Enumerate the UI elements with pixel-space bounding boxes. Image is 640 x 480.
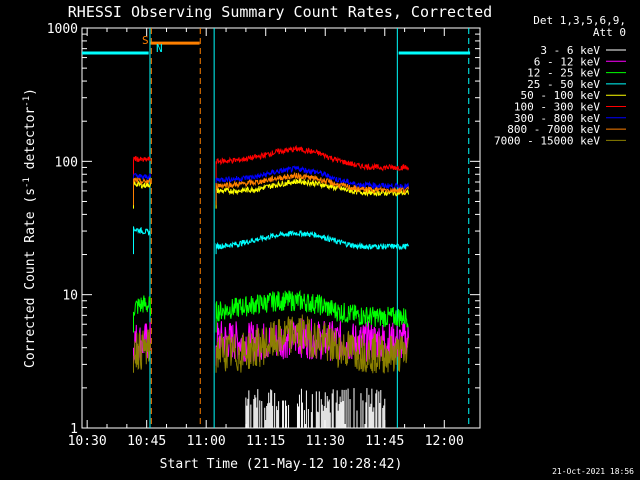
timestamp: 21-Oct-2021 18:56: [552, 467, 634, 476]
legend-label: 3 - 6 keV: [540, 44, 600, 57]
series-line-300-800-kev: [133, 172, 152, 201]
legend-header-line-2: Att 0: [593, 26, 626, 39]
y-axis-label: Corrected Count Rate (s-1 detector-1): [22, 88, 38, 368]
y-tick-label: 1: [70, 422, 78, 437]
chart-title: RHESSI Observing Summary Count Rates, Co…: [68, 3, 492, 21]
series-line-100-300-kev: [215, 144, 409, 184]
flag-label-night: N: [156, 42, 163, 55]
x-tick-label: 10:45: [127, 434, 166, 449]
axis-layer: 10:30 10:45 11:00 11:15 11:30 11:45 12:00 1 10 10…: [47, 22, 480, 449]
series-line-50-100-kev: [133, 180, 152, 209]
series-line-50-100-kev: [215, 177, 409, 209]
y-tick-label: 100: [55, 155, 78, 170]
legend-label: 300 - 800 keV: [514, 112, 600, 125]
series-line-25-50-kev: [215, 230, 409, 255]
x-axis-label: Start Time (21-May-12 10:28:42): [160, 457, 403, 472]
x-tick-label: 11:30: [306, 434, 345, 449]
series-line-100-300-kev: [133, 155, 151, 184]
series-layer: [133, 144, 409, 428]
legend-label: 800 - 7000 keV: [507, 123, 600, 136]
x-tick-label: 12:00: [425, 434, 464, 449]
flag-layer: [82, 28, 471, 428]
y-tick-label: 10: [62, 289, 78, 304]
series-line-12-25-kev: [133, 295, 152, 333]
series-line-800-7000-kev: [215, 171, 409, 206]
y-tick-label: 1000: [47, 22, 78, 37]
legend-label: 100 - 300 keV: [514, 101, 600, 114]
series-line-25-50-kev: [133, 226, 152, 255]
series-line-7000-15000-kev: [215, 314, 409, 374]
x-tick-label: 11:00: [187, 434, 226, 449]
legend-header-line-1: Det 1,3,5,6,9,: [533, 14, 626, 27]
legend-label: 7000 - 15000 keV: [494, 134, 600, 147]
x-tick-label: 10:30: [68, 434, 107, 449]
series-line-800-7000-kev: [133, 177, 152, 206]
legend-label: 6 - 12 keV: [534, 55, 601, 68]
x-tick-label: 11:15: [246, 434, 285, 449]
x-tick-label: 11:45: [365, 434, 404, 449]
series-line-12-25-kev: [215, 289, 409, 333]
legend-label: 12 - 25 keV: [527, 67, 600, 80]
series-line-7000-15000-kev: [133, 329, 152, 373]
plot-frame: [81, 27, 481, 429]
plot-area: [81, 27, 481, 429]
legend-label: 25 - 50 keV: [527, 78, 600, 91]
flag-label-saa: S: [142, 34, 149, 47]
series-line-300-800-kev: [215, 165, 409, 201]
legend-label: 50 - 100 keV: [521, 89, 601, 102]
